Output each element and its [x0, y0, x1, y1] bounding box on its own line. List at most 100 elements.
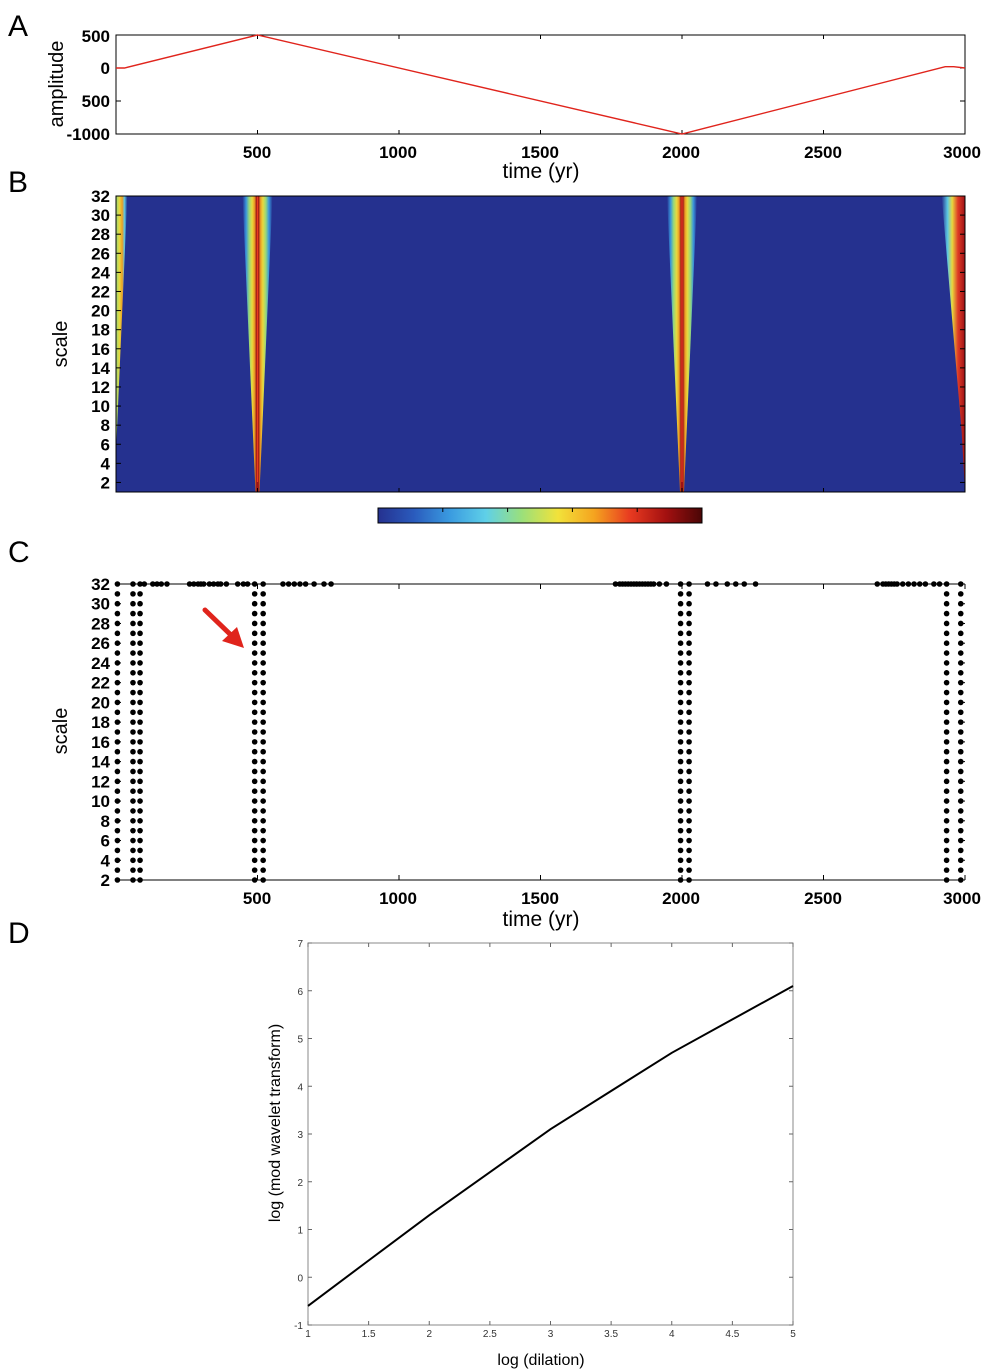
panel-c-ytick: 32: [91, 575, 110, 594]
panel-c-dot: [130, 758, 136, 765]
panel-c-dot: [899, 581, 906, 587]
panel-c-dot: [686, 640, 692, 646]
panel-c-dot: [137, 729, 143, 735]
panel-c-dot: [957, 867, 964, 873]
panel-c-dot: [251, 660, 258, 666]
panel-c-dot: [260, 857, 266, 864]
panel-c-dot: [656, 581, 663, 587]
panel-d-ytick: -1: [294, 1321, 303, 1332]
panel-a-ytick: 0: [101, 59, 110, 78]
panel-c-dot: [957, 877, 964, 883]
panel-c-dot: [943, 689, 950, 696]
panel-b-ytick: 32: [91, 187, 110, 206]
panel-c-dot: [260, 709, 266, 716]
panel-c-dot: [114, 778, 121, 785]
panel-c-dot: [260, 739, 266, 745]
panel-c-dot: [251, 719, 258, 725]
panel-c-dot: [137, 630, 143, 637]
panel-c-dot: [713, 581, 719, 587]
panel-c-dot: [260, 640, 266, 646]
panel-c-dot: [137, 600, 143, 607]
panel-c-dot: [130, 739, 136, 745]
panel-c-dot: [686, 650, 692, 656]
panel-d-xtick: 4: [669, 1329, 675, 1340]
panel-c-dot: [137, 640, 143, 646]
panel-c-dot: [114, 670, 121, 676]
panel-c-dot: [677, 610, 684, 617]
panel-c-dot: [686, 827, 692, 834]
panel-c-dot: [130, 620, 136, 627]
panel-c-dot: [260, 581, 266, 587]
panel-c-dot: [677, 581, 684, 587]
panel-c-dot: [251, 640, 258, 646]
panel-d-ytick: 1: [297, 1226, 303, 1237]
panel-c-dot: [677, 660, 684, 666]
panel-c-dot: [943, 709, 950, 716]
panel-c-dot: [137, 768, 143, 775]
panel-c-dot: [251, 630, 258, 637]
panel-c-dot: [141, 581, 148, 587]
panel-c-dot: [686, 689, 692, 696]
panel-c-dot: [114, 827, 121, 834]
panel-c-dot: [251, 808, 258, 814]
panel-c-dot: [137, 788, 143, 794]
panel-c-dot: [260, 679, 266, 686]
panel-c-dot: [686, 630, 692, 637]
panel-c-dot: [686, 670, 692, 676]
panel-d-ytick: 2: [297, 1178, 303, 1189]
panel-c-dot: [130, 670, 136, 676]
panel-d-ytick: 4: [297, 1082, 303, 1093]
panel-c-dot: [677, 827, 684, 834]
panel-c-dot: [130, 689, 136, 696]
panel-c-dot: [957, 788, 964, 794]
panel-c-dot: [210, 581, 217, 587]
panel-a-ytick: 500: [82, 92, 110, 111]
panel-b-ytick: 8: [101, 416, 110, 435]
panel-c-dot: [931, 581, 937, 587]
panel-c-dot: [114, 867, 121, 873]
panel-a-xlabel: time (yr): [503, 160, 580, 183]
panel-c-dot: [130, 729, 136, 735]
panel-c-dot: [137, 798, 143, 804]
panel-c-dot: [251, 847, 258, 854]
panel-c-dot: [686, 798, 692, 804]
panel-c-dot: [677, 788, 684, 794]
panel-c-dot: [612, 581, 619, 587]
panel-c-dot: [686, 847, 692, 854]
panel-c-dot: [943, 748, 950, 755]
panel-c-dot: [677, 768, 684, 775]
panel-c-dot: [686, 729, 692, 735]
panel-c-dot: [260, 699, 266, 706]
panel-c-dot: [260, 729, 266, 735]
panel-c-dot: [260, 719, 266, 725]
panel-b-ytick: 28: [91, 225, 110, 244]
panel-c-dot: [130, 847, 136, 854]
panel-c-dot: [260, 650, 266, 656]
panel-c-dot: [130, 581, 136, 587]
panel-c-dot: [114, 748, 121, 755]
panel-c-dot: [874, 581, 881, 587]
panel-c-dot: [957, 709, 964, 716]
panel-d-ytick: 7: [297, 939, 303, 950]
panel-c-dot: [114, 630, 121, 637]
panel-d-xlabel: log (dilation): [497, 1352, 584, 1369]
panel-c-dot: [943, 729, 950, 735]
panel-c-dot: [114, 709, 121, 716]
panel-b-hotspot-edge: [941, 196, 965, 492]
panel-c-dot: [130, 600, 136, 607]
panel-c-ytick: 12: [91, 772, 110, 791]
panel-b-ytick: 12: [91, 378, 110, 397]
colorbar: [377, 507, 703, 524]
red-arrow: [202, 607, 244, 648]
panel-c-dot: [114, 729, 121, 735]
panel-c-dot: [114, 798, 121, 804]
panel-c-ytick: 2: [101, 871, 110, 890]
panel-c-xtick: 1500: [521, 889, 559, 908]
panel-c-dot: [130, 778, 136, 785]
panel-c-dot: [291, 581, 298, 587]
panel-c-xtick: 2500: [804, 889, 842, 908]
panel-c-ytick: 18: [91, 713, 110, 732]
panel-c-dot: [114, 650, 121, 656]
panel-c-dot: [260, 768, 266, 775]
